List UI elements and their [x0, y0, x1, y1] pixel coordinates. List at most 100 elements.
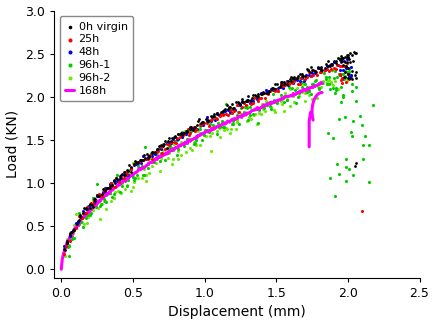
0h virgin: [235, 100, 242, 106]
0h virgin: [259, 89, 266, 95]
0h virgin: [344, 53, 351, 58]
48h: [63, 240, 70, 245]
0h virgin: [213, 110, 220, 115]
0h virgin: [352, 161, 359, 166]
0h virgin: [297, 71, 304, 76]
48h: [307, 73, 314, 78]
0h virgin: [291, 76, 298, 82]
96h-2: [308, 96, 315, 101]
0h virgin: [340, 74, 347, 80]
48h: [262, 87, 269, 93]
96h-2: [280, 108, 287, 113]
25h: [330, 65, 337, 71]
25h: [242, 102, 249, 107]
48h: [85, 204, 92, 210]
48h: [139, 153, 146, 159]
168h: [294, 91, 299, 95]
96h-1: [254, 121, 261, 126]
96h-1: [315, 85, 322, 90]
96h-2: [243, 103, 250, 109]
96h-1: [359, 143, 366, 148]
0h virgin: [324, 63, 331, 68]
0h virgin: [345, 56, 352, 61]
0h virgin: [133, 160, 140, 165]
168h: [319, 81, 324, 85]
0h virgin: [343, 55, 350, 60]
0h virgin: [86, 205, 93, 210]
25h: [293, 76, 299, 81]
96h-1: [342, 156, 349, 161]
0h virgin: [125, 163, 132, 168]
96h-2: [66, 233, 73, 238]
0h virgin: [349, 58, 356, 63]
0h virgin: [326, 64, 333, 69]
0h virgin: [155, 143, 162, 149]
48h: [338, 56, 345, 61]
0h virgin: [317, 67, 324, 72]
96h-1: [207, 126, 214, 131]
48h: [311, 70, 318, 75]
0h virgin: [232, 100, 239, 105]
96h-1: [62, 244, 69, 250]
96h-2: [301, 90, 308, 95]
48h: [163, 141, 170, 146]
48h: [145, 153, 152, 159]
25h: [238, 105, 245, 110]
25h: [80, 210, 87, 215]
0h virgin: [229, 105, 236, 110]
96h-2: [140, 166, 147, 172]
48h: [199, 123, 206, 128]
96h-2: [235, 101, 242, 106]
96h-1: [138, 164, 145, 169]
48h: [249, 98, 256, 103]
0h virgin: [70, 227, 77, 233]
0h virgin: [105, 185, 112, 190]
48h: [336, 56, 343, 61]
96h-2: [251, 112, 258, 117]
25h: [120, 176, 127, 181]
0h virgin: [223, 102, 230, 108]
0h virgin: [140, 152, 147, 157]
0h virgin: [348, 76, 355, 81]
96h-2: [299, 82, 306, 87]
96h-2: [98, 201, 105, 206]
96h-2: [300, 98, 307, 103]
25h: [94, 192, 101, 197]
48h: [72, 220, 79, 225]
96h-2: [128, 188, 135, 194]
25h: [180, 132, 187, 137]
96h-2: [237, 111, 243, 116]
48h: [132, 161, 139, 166]
Y-axis label: Load (KN): Load (KN): [6, 110, 20, 178]
96h-2: [85, 211, 92, 216]
25h: [67, 232, 74, 237]
96h-1: [237, 106, 244, 111]
48h: [340, 58, 347, 63]
48h: [90, 198, 97, 203]
0h virgin: [249, 92, 256, 97]
0h virgin: [352, 75, 358, 81]
96h-2: [290, 99, 297, 104]
48h: [96, 192, 103, 198]
0h virgin: [139, 157, 146, 162]
0h virgin: [106, 186, 113, 191]
96h-2: [174, 149, 181, 154]
0h virgin: [207, 114, 214, 119]
0h virgin: [262, 90, 269, 95]
96h-1: [159, 141, 166, 147]
96h-1: [301, 81, 308, 86]
96h-1: [241, 104, 248, 109]
0h virgin: [127, 165, 134, 170]
25h: [122, 169, 128, 175]
0h virgin: [315, 65, 322, 71]
0h virgin: [252, 94, 259, 99]
0h virgin: [167, 138, 174, 143]
96h-1: [260, 106, 266, 111]
0h virgin: [271, 86, 278, 91]
0h virgin: [343, 52, 350, 58]
96h-1: [347, 133, 354, 138]
96h-1: [205, 129, 212, 135]
96h-2: [315, 80, 322, 85]
0h virgin: [337, 53, 344, 58]
0h virgin: [63, 239, 70, 244]
